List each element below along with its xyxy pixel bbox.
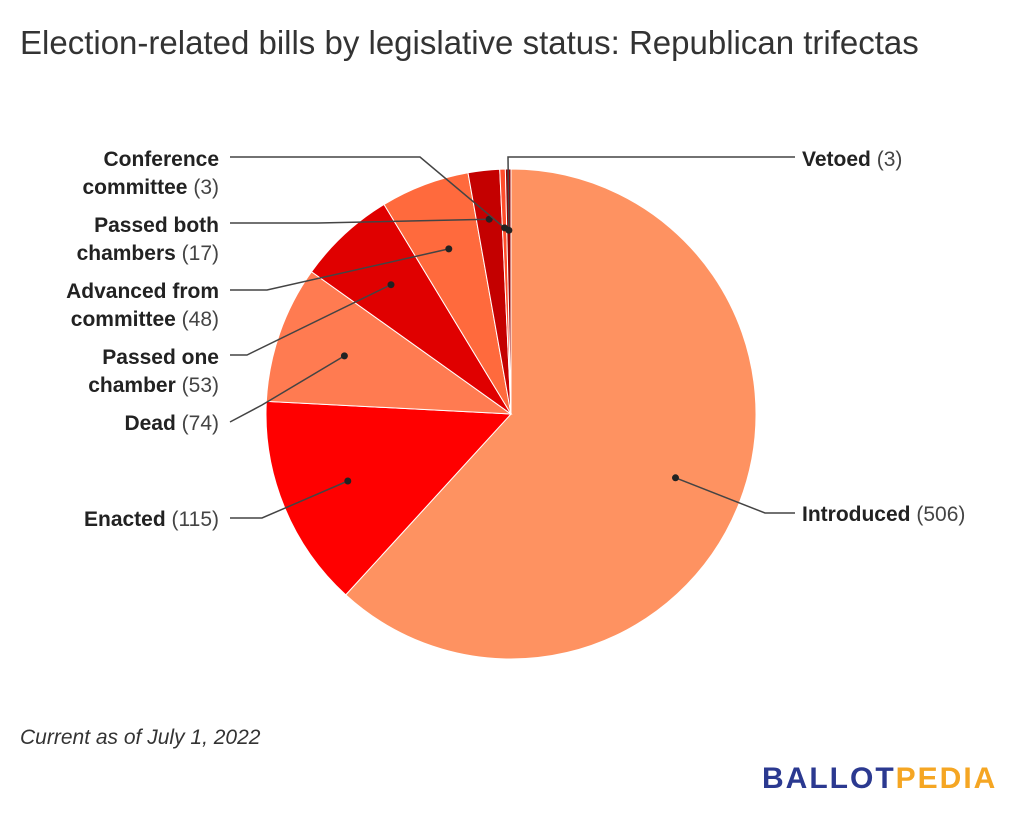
leader-line-conference-committee	[230, 156, 506, 229]
leader-lines	[229, 156, 795, 519]
leader-line-enacted	[230, 480, 349, 519]
logo-part-1: BALLOT	[762, 762, 896, 795]
ballotpedia-logo: BALLOTPEDIA	[762, 762, 997, 796]
leader-dot-passed-one-chamber	[387, 281, 395, 289]
leader-dot-enacted	[344, 477, 352, 485]
leader-dot-vetoed	[505, 226, 513, 234]
leader-dot-introduced	[672, 474, 679, 482]
pie-slice-enacted	[265, 400, 513, 596]
label-passed-one-line2: chamber (53)	[88, 374, 219, 397]
label-dead: Dead (74)	[124, 412, 219, 435]
chart-title: Election-related bills by legislative st…	[20, 24, 919, 61]
leader-line-advanced-from-committee	[230, 248, 449, 291]
label-passed-both-line2: chambers (17)	[77, 242, 219, 265]
label-passed-one: Passed one	[102, 346, 219, 369]
leader-dot-dead	[340, 352, 348, 360]
leader-dot-passed-both-chambers	[485, 215, 493, 223]
logo-part-2: PEDIA	[895, 762, 998, 795]
label-conference: Conference	[103, 148, 219, 171]
leader-line-vetoed	[507, 156, 795, 231]
leader-line-introduced	[675, 477, 795, 514]
label-advanced: Advanced from	[66, 280, 219, 303]
label-advanced-line2: committee (48)	[71, 308, 219, 331]
label-introduced: Introduced (506)	[802, 503, 965, 526]
label-enacted: Enacted (115)	[84, 508, 219, 531]
label-passed-both: Passed both	[94, 214, 219, 237]
footnote: Current as of July 1, 2022	[20, 726, 261, 749]
pie-slice-dead	[265, 271, 513, 415]
label-vetoed: Vetoed (3)	[802, 148, 902, 171]
leader-line-passed-both-chambers	[230, 218, 490, 224]
leader-line-passed-one-chamber	[230, 284, 392, 356]
label-conference-line2: committee (3)	[82, 176, 219, 199]
pie-slices	[265, 168, 757, 660]
leader-dot-advanced-from-committee	[445, 245, 453, 253]
leader-line-dead	[229, 355, 345, 423]
